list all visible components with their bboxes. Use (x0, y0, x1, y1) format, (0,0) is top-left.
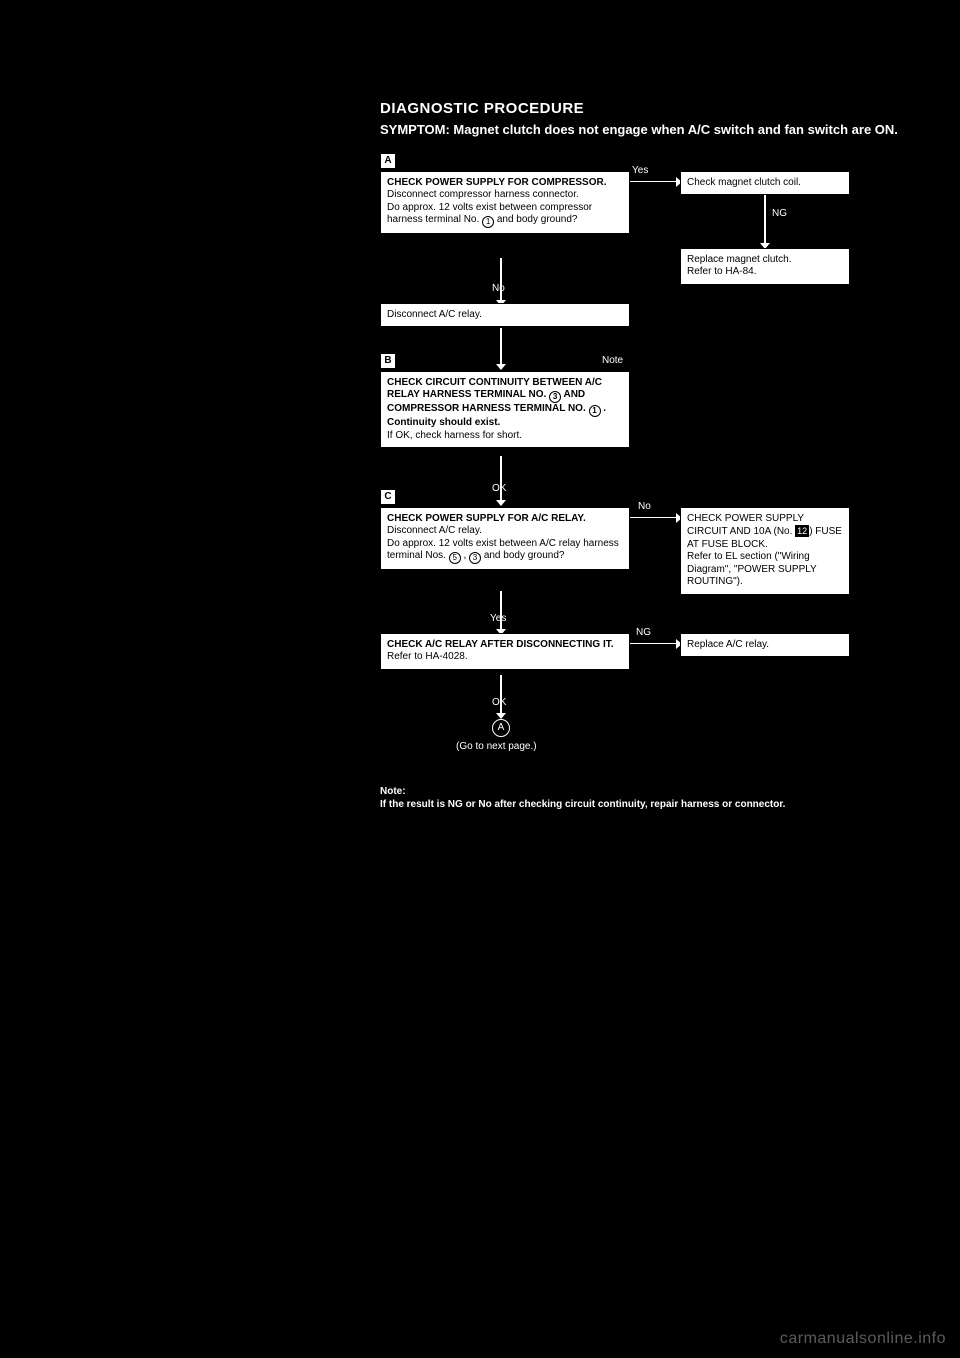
box-replace-clutch: Replace magnet clutch. Refer to HA-84. (680, 248, 850, 285)
csc-l1: CHECK POWER SUPPLY CIRCUIT AND 10A (No. (687, 513, 804, 538)
conn-ng-to-replace-relay (630, 643, 676, 645)
conn-ng-to-replace (764, 195, 766, 243)
footnote: Note: If the result is NG or No after ch… (380, 785, 860, 811)
conn-no-to-supply (630, 517, 676, 519)
cc-l5: If OK, check harness for short. (387, 430, 522, 441)
lbl-yes-1: Yes (632, 165, 648, 176)
step-a-tag: A (380, 153, 396, 169)
symptom-text: SYMPTOM: Magnet clutch does not engage w… (380, 121, 920, 139)
box-check-power-compressor: CHECK POWER SUPPLY FOR COMPRESSOR. Disco… (380, 171, 630, 235)
box-check-relay-disc: CHECK A/C RELAY AFTER DISCONNECTING IT. … (380, 633, 630, 670)
lbl-yes-2: Yes (490, 613, 506, 624)
conn-to-circuit (500, 328, 502, 364)
footnote-head: Note: (380, 786, 406, 797)
crd-l2: Refer to HA-4028. (387, 651, 468, 662)
box-check-supply-circuit: CHECK POWER SUPPLY CIRCUIT AND 10A (No. … (680, 507, 850, 595)
box-check-coil: Check magnet clutch coil. (680, 171, 850, 196)
step-b-tag: B (380, 353, 396, 369)
lbl-note-top: Note (602, 355, 623, 366)
box-disconnect-relay: Disconnect A/C relay. (380, 303, 630, 328)
lbl-ok-2: OK (492, 697, 506, 708)
step-c-tag: C (380, 489, 396, 505)
fuse-num-icon: 12 (795, 525, 809, 537)
replace-relay-text: Replace A/C relay. (687, 639, 769, 650)
disconnect-relay-text: Disconnect A/C relay. (387, 309, 482, 320)
cpr-hd: CHECK POWER SUPPLY FOR A/C RELAY. (387, 513, 586, 524)
cpr-b2b: and body ground? (484, 550, 565, 561)
cc-l3: . (603, 403, 606, 414)
conn-yes-to-coil (630, 181, 676, 183)
replace-clutch-l2: Refer to HA-84. (687, 266, 756, 277)
terminal-1-icon: 1 (482, 216, 494, 228)
box1-line1: Disconnect compressor harness connector. (387, 189, 579, 200)
box-check-circuit: CHECK CIRCUIT CONTINUITY BETWEEN A/C REL… (380, 371, 630, 449)
lbl-no-1: No (492, 283, 505, 294)
terminal-1b-icon: 1 (589, 405, 601, 417)
go-next-circle-icon: A (492, 719, 510, 737)
box1-line2b: and body ground? (497, 214, 578, 225)
flowchart: A CHECK POWER SUPPLY FOR COMPRESSOR. Dis… (380, 153, 920, 1033)
watermark: carmanualsonline.info (780, 1330, 946, 1348)
page-title: DIAGNOSTIC PROCEDURE (380, 100, 920, 117)
crd-l1: CHECK A/C RELAY AFTER DISCONNECTING IT. (387, 639, 614, 650)
go-next-text: (Go to next page.) (456, 741, 537, 752)
terminal-3b-icon: 3 (469, 552, 481, 564)
lbl-ng-2: NG (636, 627, 651, 638)
cpr-comma: , (461, 550, 469, 561)
box-replace-relay: Replace A/C relay. (680, 633, 850, 658)
terminal-5-icon: 5 (449, 552, 461, 564)
csc-l2: Refer to EL section ("Wiring Diagram", "… (687, 551, 817, 587)
lbl-no-2: No (638, 501, 651, 512)
box-check-power-relay: CHECK POWER SUPPLY FOR A/C RELAY. Discon… (380, 507, 630, 571)
replace-clutch-l1: Replace magnet clutch. (687, 254, 792, 265)
cpr-b1: Disconnect A/C relay. (387, 525, 482, 536)
footnote-body: If the result is NG or No after checking… (380, 799, 785, 810)
terminal-3-icon: 3 (549, 391, 561, 403)
lbl-ng-1: NG (772, 208, 787, 219)
box-check-coil-text: Check magnet clutch coil. (687, 177, 801, 188)
cc-l4: Continuity should exist. (387, 417, 500, 428)
lbl-ok-1: OK (492, 483, 506, 494)
box1-head: CHECK POWER SUPPLY FOR COMPRESSOR. (387, 177, 606, 188)
